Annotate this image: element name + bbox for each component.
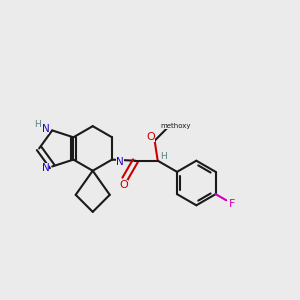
- Text: O: O: [119, 180, 128, 190]
- Text: methoxy: methoxy: [160, 123, 191, 129]
- Text: H: H: [160, 152, 167, 160]
- Text: N: N: [116, 157, 124, 167]
- Text: F: F: [229, 199, 235, 209]
- Text: N: N: [41, 124, 49, 134]
- Text: H: H: [34, 120, 41, 129]
- Text: O: O: [146, 132, 155, 142]
- Text: N: N: [41, 163, 49, 173]
